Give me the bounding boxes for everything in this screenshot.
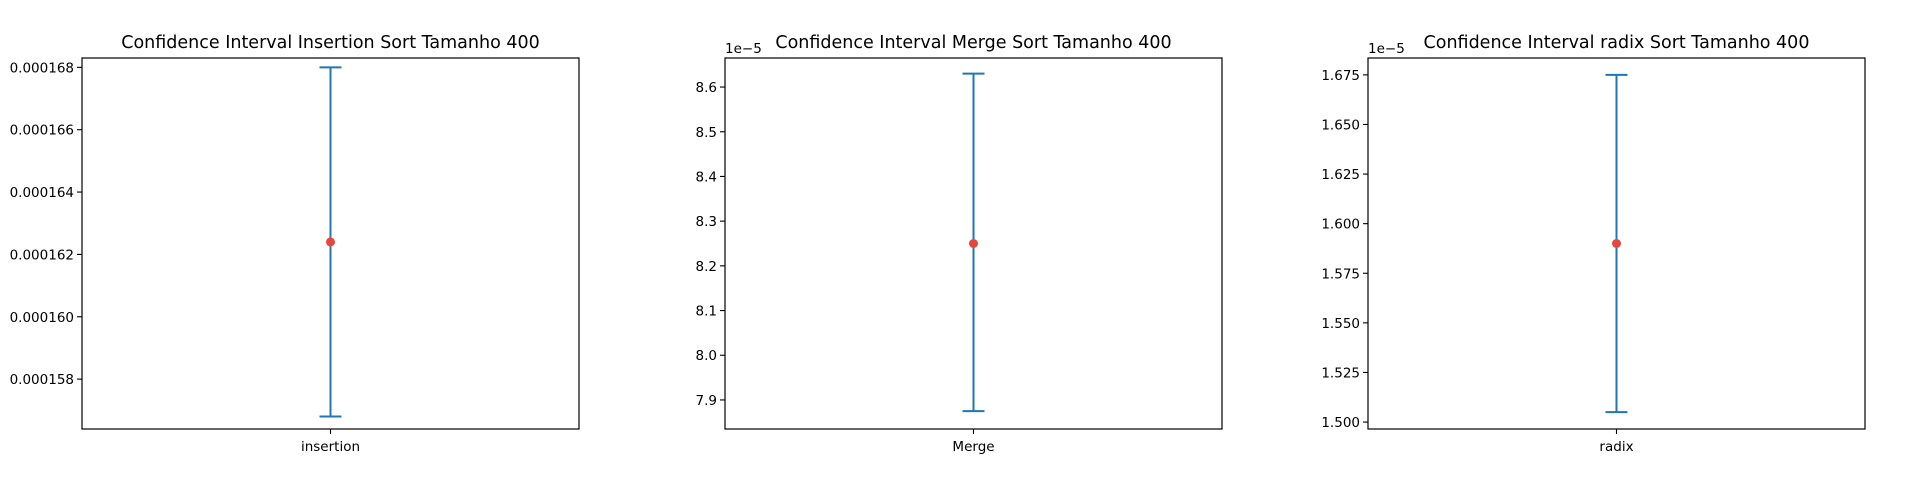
x-tick-label: Merge [952,439,994,455]
x-tick-label: insertion [301,439,360,455]
y-tick-label: 1.525 [1321,365,1360,381]
mean-point [1612,239,1621,248]
y-tick-label: 1.600 [1321,217,1360,233]
chart-panel-3: Confidence Interval radix Sort Tamanho 4… [1321,33,1866,455]
mean-point [969,239,978,248]
y-axis-offset-label: 1e−5 [1368,41,1405,57]
y-tick-label: 0.000164 [10,185,74,201]
y-tick-label: 1.500 [1321,415,1360,431]
y-tick-label: 8.0 [696,348,717,364]
y-tick-label: 8.1 [696,304,717,320]
chart-title: Confidence Interval Merge Sort Tamanho 4… [775,33,1171,53]
y-tick-label: 0.000160 [10,310,74,326]
y-tick-label: 1.625 [1321,167,1360,183]
y-tick-label: 8.5 [696,125,717,141]
chart-panel-1: Confidence Interval Insertion Sort Taman… [10,33,580,455]
y-tick-label: 1.550 [1321,316,1360,332]
chart-title: Confidence Interval radix Sort Tamanho 4… [1424,33,1810,53]
y-tick-label: 7.9 [696,393,717,409]
y-tick-label: 0.000158 [10,372,74,388]
y-tick-label: 8.6 [696,80,717,96]
x-tick-label: radix [1599,439,1633,455]
chart-title: Confidence Interval Insertion Sort Taman… [121,33,540,53]
y-tick-label: 8.4 [696,169,717,185]
chart-panel-2: Confidence Interval Merge Sort Tamanho 4… [696,33,1223,455]
y-tick-label: 8.2 [696,259,717,275]
y-tick-label: 1.575 [1321,266,1360,282]
y-tick-label: 1.650 [1321,117,1360,133]
y-tick-label: 0.000168 [10,60,74,76]
y-axis-offset-label: 1e−5 [725,41,762,57]
y-tick-label: 0.000162 [10,247,74,263]
y-tick-label: 8.3 [696,214,717,230]
y-tick-label: 0.000166 [10,123,74,139]
y-tick-label: 1.675 [1321,68,1360,84]
mean-point [326,237,335,247]
